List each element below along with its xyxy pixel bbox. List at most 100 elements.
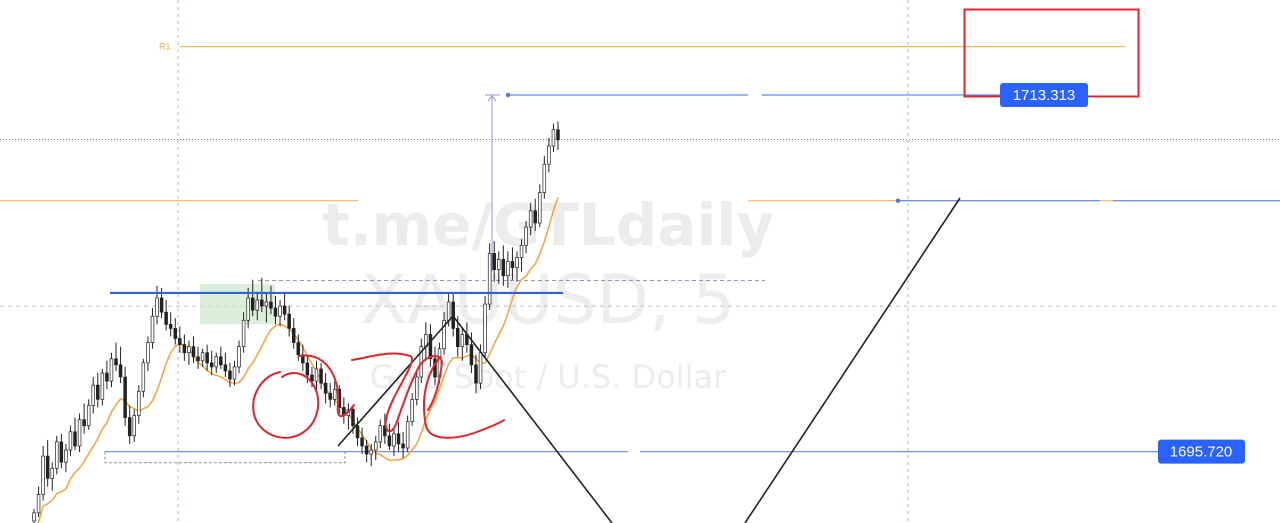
red-hook-scribble — [422, 356, 505, 439]
candle-body — [364, 445, 369, 455]
candle-body — [255, 299, 260, 311]
candle — [528, 202, 533, 236]
candle-body — [519, 244, 524, 258]
candle-body — [41, 455, 45, 495]
candle — [141, 358, 146, 398]
candle — [127, 405, 132, 444]
candle-body — [332, 388, 337, 400]
candle-body — [506, 261, 510, 277]
candle-body — [405, 421, 410, 449]
candle-body — [533, 210, 537, 224]
candle-body — [200, 352, 205, 362]
candle — [387, 423, 392, 451]
candle-body — [538, 192, 542, 224]
candle-body — [373, 441, 378, 451]
price-label-support[interactable]: 1695.720 — [1158, 439, 1245, 464]
candle-body — [223, 364, 228, 372]
candle — [209, 350, 214, 376]
candle-body — [191, 346, 196, 358]
candle — [255, 291, 260, 321]
watermark-channel: t.me/GTLdaily — [322, 191, 774, 259]
candle — [492, 241, 496, 282]
candle — [287, 306, 291, 337]
candle-body — [82, 419, 86, 427]
candle-body — [291, 328, 296, 343]
candle-body — [214, 356, 219, 368]
candle-body — [105, 372, 109, 382]
projection-up-line[interactable] — [744, 197, 961, 523]
candle — [360, 427, 364, 455]
candle-body — [456, 328, 460, 347]
right-blue-line-anchor[interactable] — [895, 198, 901, 203]
candle-body — [55, 441, 59, 469]
candle — [392, 427, 396, 457]
candle-body — [319, 368, 323, 384]
candle — [342, 397, 346, 424]
candle — [109, 352, 114, 388]
candle — [191, 336, 196, 363]
candle-body — [287, 313, 291, 329]
candle — [314, 360, 319, 392]
candle — [164, 300, 168, 331]
target-line[interactable] — [505, 92, 1000, 98]
candle — [538, 184, 542, 228]
target-line-anchor[interactable] — [505, 92, 511, 98]
candle-body — [478, 352, 483, 384]
candle — [260, 277, 264, 313]
candle-body — [91, 384, 95, 406]
candle-body — [355, 425, 360, 439]
candle — [150, 308, 155, 349]
candle-body — [469, 344, 474, 366]
candle-body — [187, 346, 191, 354]
measure-tool[interactable] — [485, 94, 500, 272]
candle-body — [123, 376, 127, 418]
candle-body — [132, 415, 136, 437]
candle — [32, 508, 36, 523]
candle — [373, 435, 378, 461]
range-box[interactable] — [104, 451, 346, 464]
candle-body — [428, 334, 433, 360]
candle — [96, 372, 100, 408]
candle — [515, 251, 519, 282]
zigzag-projection-line[interactable] — [337, 314, 613, 523]
candle-body — [68, 431, 73, 451]
candle-body — [168, 323, 173, 329]
candle — [123, 366, 127, 426]
candle-body — [305, 362, 310, 376]
candle — [510, 247, 515, 280]
red-wave-scribble — [299, 354, 355, 418]
price-label-target[interactable]: 1713.313 — [1000, 83, 1088, 108]
candle-body — [228, 370, 232, 380]
candle — [296, 334, 301, 361]
candle — [269, 285, 273, 315]
candle — [118, 346, 123, 384]
candle — [77, 413, 82, 453]
candle — [364, 439, 369, 463]
candle — [86, 399, 91, 430]
candle — [137, 385, 141, 424]
candle — [73, 417, 77, 451]
highlight-box[interactable] — [200, 283, 275, 325]
candle — [228, 362, 232, 388]
candle-body — [77, 419, 82, 447]
candle-body — [497, 259, 501, 270]
candle — [442, 312, 446, 355]
candle — [378, 419, 383, 448]
candle — [105, 360, 109, 390]
candle-body — [487, 253, 492, 305]
candle-body — [45, 455, 50, 479]
candle-body — [551, 129, 556, 147]
candle-body — [205, 352, 209, 364]
red-hand-drawings[interactable] — [252, 352, 505, 439]
candle-body — [483, 303, 487, 354]
candle-body — [86, 405, 91, 427]
candle-body — [524, 226, 528, 246]
candle — [282, 291, 287, 321]
right-blue-line[interactable] — [895, 198, 1280, 203]
candle — [50, 462, 54, 491]
candle — [369, 443, 373, 467]
candle-body — [127, 417, 132, 437]
red-circle-scribble — [252, 371, 320, 439]
candle-body — [114, 358, 118, 366]
